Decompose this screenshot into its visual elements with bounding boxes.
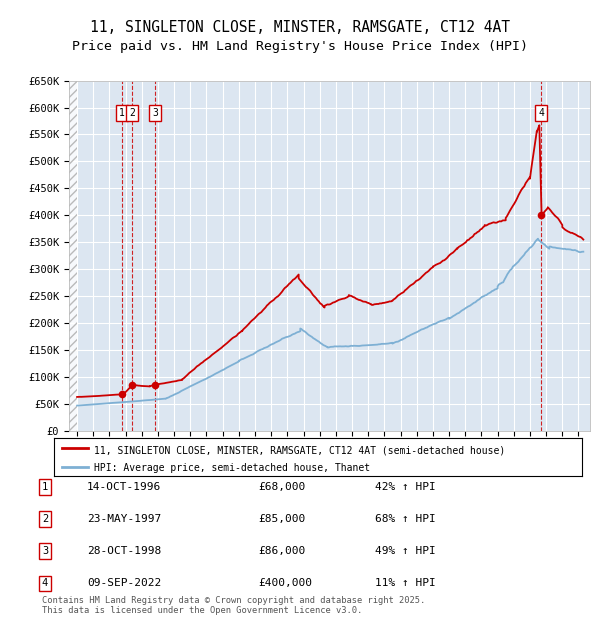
Text: 11, SINGLETON CLOSE, MINSTER, RAMSGATE, CT12 4AT (semi-detached house): 11, SINGLETON CLOSE, MINSTER, RAMSGATE, … bbox=[94, 445, 505, 455]
Text: £85,000: £85,000 bbox=[258, 514, 305, 524]
Text: 1: 1 bbox=[119, 108, 125, 118]
Text: 4: 4 bbox=[538, 108, 544, 118]
Text: 3: 3 bbox=[42, 546, 48, 556]
Text: 2: 2 bbox=[129, 108, 135, 118]
Text: 4: 4 bbox=[42, 578, 48, 588]
Text: 11, SINGLETON CLOSE, MINSTER, RAMSGATE, CT12 4AT: 11, SINGLETON CLOSE, MINSTER, RAMSGATE, … bbox=[90, 20, 510, 35]
Text: 1: 1 bbox=[42, 482, 48, 492]
Text: 09-SEP-2022: 09-SEP-2022 bbox=[87, 578, 161, 588]
Text: £68,000: £68,000 bbox=[258, 482, 305, 492]
Text: 49% ↑ HPI: 49% ↑ HPI bbox=[375, 546, 436, 556]
Text: 14-OCT-1996: 14-OCT-1996 bbox=[87, 482, 161, 492]
Text: 3: 3 bbox=[152, 108, 158, 118]
Text: Contains HM Land Registry data © Crown copyright and database right 2025.
This d: Contains HM Land Registry data © Crown c… bbox=[42, 596, 425, 615]
Text: 11% ↑ HPI: 11% ↑ HPI bbox=[375, 578, 436, 588]
Text: HPI: Average price, semi-detached house, Thanet: HPI: Average price, semi-detached house,… bbox=[94, 463, 370, 473]
Text: 42% ↑ HPI: 42% ↑ HPI bbox=[375, 482, 436, 492]
Text: 2: 2 bbox=[42, 514, 48, 524]
Bar bbox=[69, 81, 77, 431]
Text: £86,000: £86,000 bbox=[258, 546, 305, 556]
Text: £400,000: £400,000 bbox=[258, 578, 312, 588]
Text: 68% ↑ HPI: 68% ↑ HPI bbox=[375, 514, 436, 524]
Text: Price paid vs. HM Land Registry's House Price Index (HPI): Price paid vs. HM Land Registry's House … bbox=[72, 40, 528, 53]
Text: 28-OCT-1998: 28-OCT-1998 bbox=[87, 546, 161, 556]
Text: 23-MAY-1997: 23-MAY-1997 bbox=[87, 514, 161, 524]
